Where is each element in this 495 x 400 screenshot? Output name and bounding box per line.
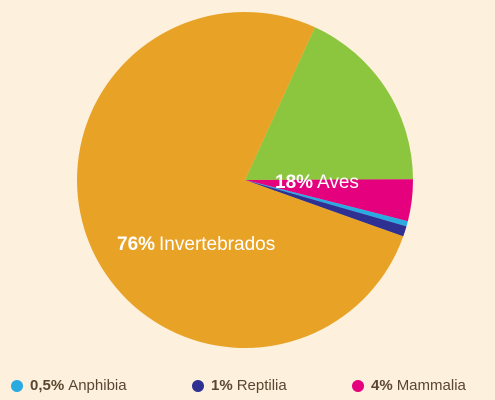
legend-swatch (11, 380, 23, 392)
slice-label: 18% Aves (275, 172, 359, 193)
pie (77, 11, 413, 349)
pie-slice (245, 27, 413, 180)
legend: 0,5% Anphibia 1% Reptilia 4% Mammalia (11, 377, 467, 394)
value-label: 76% (117, 234, 155, 255)
legend-value: 4% (371, 377, 393, 394)
legend-value: 1% (211, 377, 233, 394)
slice-label: 76% Invertebrados (117, 234, 275, 255)
legend-label: Reptilia (237, 377, 288, 394)
pie-slice (245, 180, 407, 237)
legend-entry: 0,5% Anphibia (30, 377, 127, 394)
legend-label: Anphibia (68, 377, 127, 394)
legend-entry: 4% Mammalia (371, 377, 467, 394)
legend-swatch (352, 380, 364, 392)
pie-slice (245, 180, 408, 227)
category-label: Invertebrados (159, 234, 275, 255)
value-label: 18% (275, 172, 313, 193)
pie-slice (245, 179, 413, 222)
pie-slice (77, 11, 404, 349)
legend-value: 0,5% (30, 377, 64, 394)
category-label: Aves (317, 172, 359, 193)
legend-swatch (192, 380, 204, 392)
legend-entry: 1% Reptilia (211, 377, 287, 394)
legend-label: Mammalia (397, 377, 467, 394)
